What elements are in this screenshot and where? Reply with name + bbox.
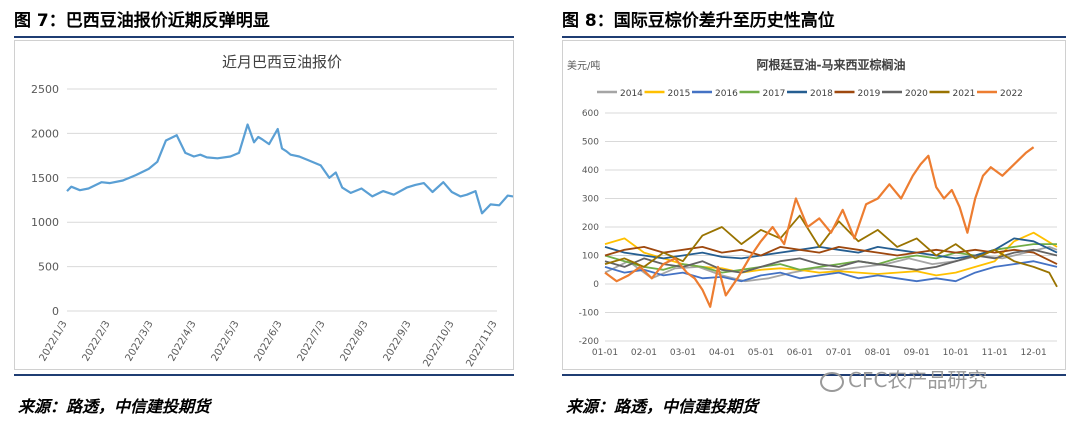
legend-label: 2019 [858,89,881,99]
y-tick-label: 500 [38,261,59,274]
series-line-2019 [604,245,1058,265]
legend-label: 2016 [715,89,738,99]
x-tick-label: 2022/7/3 [296,319,328,363]
footer-rule [562,374,1066,376]
legend-label: 2015 [668,89,691,99]
series-line-2018 [604,237,1058,260]
x-tick-label: 2022/1/3 [38,319,70,363]
x-tick-label: 05-01 [748,348,774,358]
x-tick-label: 08-01 [865,348,891,358]
x-tick-label: 2022/9/3 [382,319,414,363]
y-tick-label: 0 [52,305,59,318]
y-tick-label: 200 [582,223,599,233]
x-tick-label: 10-01 [943,348,969,358]
figure-title: 图 7：巴西豆油报价近期反弹明显 [14,11,270,31]
x-tick-label: 06-01 [787,348,813,358]
x-tick-label: 04-01 [709,348,735,358]
y-tick-label: 100 [582,252,599,262]
y-tick-label: 0 [593,280,599,290]
wechat-icon [820,371,844,392]
series-line-2022 [604,146,1035,308]
legend-label: 2020 [905,89,928,99]
legend-label: 2017 [763,89,786,99]
x-tick-label: 2022/4/3 [167,319,199,363]
source-text: 来源：路透，中信建投期货 [18,397,211,416]
y-tick-label: 2000 [31,127,59,140]
chart-frame: 美元/吨 阿根廷豆油-马来西亚棕榈油 2014 2015 2016 2017 2018 201… [562,40,1066,370]
x-tick-label: 03-01 [670,348,696,358]
x-tick-label: 09-01 [904,348,930,358]
x-tick-label: 2022/8/3 [339,319,371,363]
y-tick-label: 500 [582,138,599,148]
legend-label: 2021 [953,89,976,99]
y-tick-label: 600 [582,109,599,119]
x-tick-label: 2022/11/3 [464,319,499,369]
x-tick-label: 2022/3/3 [124,319,156,363]
legend-label: 2022 [1000,89,1023,99]
y-tick-label: 2500 [31,83,59,96]
series-line-2021 [604,214,1058,288]
chart-frame: 近月巴西豆油报价 0 500 1000 1500 2000 2500 2022/1/3 2022… [14,40,543,370]
watermark-text: CFC农产品研究 [848,368,988,392]
price-series-line [66,123,543,215]
soy-palm-spread-chart: 美元/吨 阿根廷豆油-马来西亚棕榈油 2014 2015 2016 2017 2018 201… [567,57,1058,358]
source-text: 来源：路透，中信建投期货 [566,397,759,416]
x-tick-label: 02-01 [631,348,657,358]
series-line-2016 [604,260,1058,283]
legend-label: 2018 [810,89,833,99]
chart-title: 近月巴西豆油报价 [222,53,342,71]
y-tick-label: 400 [582,166,599,176]
y-tick-label: 300 [582,195,599,205]
figure-title: 图 8：国际豆棕价差升至历史性高位 [562,11,835,31]
legend-label: 2014 [620,89,643,99]
footer-rule [14,374,514,376]
x-tick-label: 07-01 [826,348,852,358]
x-tick-label: 2022/10/3 [421,319,456,369]
title-rule [14,36,514,38]
x-tick-label: 01-01 [592,348,618,358]
x-tick-label: 2022/6/3 [253,319,285,363]
title-rule [562,36,1066,38]
y-tick-label: -200 [579,337,600,347]
y-tick-label: 1000 [31,216,59,229]
x-tick-label: 2022/2/3 [81,319,113,363]
soybean-oil-price-chart: 近月巴西豆油报价 0 500 1000 1500 2000 2500 2022/1/3 2022… [31,53,543,369]
x-tick-label: 11-01 [982,348,1008,358]
y-tick-label: 1500 [31,172,59,185]
chart-title: 阿根廷豆油-马来西亚棕榈油 [757,57,906,72]
x-tick-label: 12-01 [1021,348,1047,358]
watermark: CFC农产品研究 [820,364,987,393]
y-axis-unit: 美元/吨 [567,59,600,72]
y-tick-label: -100 [579,309,600,319]
left-panel: 图 7：巴西豆油报价近期反弹明显 近月巴西豆油报价 0 500 1000 1500 200… [0,0,543,425]
right-panel: 图 8：国际豆棕价差升至历史性高位 美元/吨 阿根廷豆油-马来西亚棕榈油 2014 2… [548,0,1080,425]
x-tick-label: 2022/5/3 [210,319,242,363]
